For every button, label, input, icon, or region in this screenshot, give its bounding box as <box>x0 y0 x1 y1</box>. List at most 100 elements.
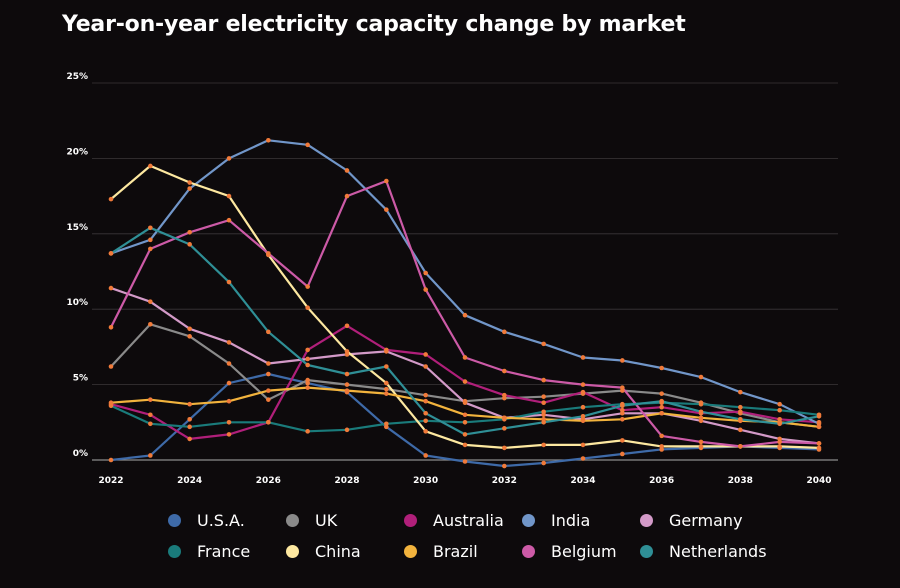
data-point <box>738 444 743 449</box>
data-point <box>659 444 664 449</box>
legend-label: Australia <box>433 510 504 530</box>
data-point <box>777 401 782 407</box>
data-point <box>580 355 586 360</box>
data-point <box>620 410 625 416</box>
data-point <box>423 418 428 424</box>
data-point <box>344 193 350 199</box>
x-tick-label: 2040 <box>806 476 831 486</box>
data-point <box>541 409 546 415</box>
data-point <box>384 364 389 369</box>
data-point <box>266 420 271 425</box>
data-point <box>266 329 271 335</box>
legend-marker <box>286 544 299 558</box>
data-point <box>187 416 192 422</box>
data-point <box>226 420 232 425</box>
data-point <box>541 377 546 383</box>
data-point <box>698 444 704 449</box>
data-point <box>226 361 232 366</box>
data-point <box>620 416 625 422</box>
data-point <box>580 442 586 448</box>
data-point <box>502 392 507 398</box>
data-point <box>423 392 428 398</box>
data-point <box>580 382 586 387</box>
data-point <box>502 415 507 421</box>
data-point <box>462 379 468 384</box>
data-point <box>423 364 428 369</box>
data-point <box>187 242 192 247</box>
data-point <box>541 420 546 425</box>
data-point <box>305 356 310 362</box>
data-point <box>266 388 271 393</box>
data-point <box>462 355 468 360</box>
data-point <box>462 412 468 418</box>
y-tick-label: 0% <box>73 449 88 459</box>
x-tick-label: 2032 <box>492 476 517 486</box>
data-point <box>816 445 822 451</box>
data-point <box>108 400 114 405</box>
data-point <box>384 421 389 427</box>
data-point <box>148 299 153 304</box>
data-point <box>462 459 468 464</box>
data-point <box>305 385 310 390</box>
data-point <box>226 340 232 345</box>
data-point <box>816 424 822 430</box>
data-point <box>148 421 153 427</box>
data-point <box>384 207 389 212</box>
data-point <box>384 391 389 396</box>
data-point <box>305 377 310 383</box>
data-point <box>698 439 704 445</box>
data-point <box>266 361 271 366</box>
data-point <box>462 442 468 448</box>
data-point <box>580 413 586 419</box>
data-point <box>384 178 389 184</box>
legend-marker <box>640 513 653 527</box>
data-point <box>462 420 468 425</box>
data-point <box>148 237 153 243</box>
data-point <box>148 453 153 458</box>
data-point <box>384 380 389 386</box>
data-point <box>226 217 232 223</box>
legend-label: India <box>551 510 591 530</box>
data-point <box>580 404 586 410</box>
data-point <box>344 371 350 377</box>
data-point <box>816 441 822 446</box>
x-tick-label: 2030 <box>413 476 438 486</box>
data-point <box>187 436 192 442</box>
chart-legend: U.S.A. UK Australia India Germany France China… <box>168 509 808 562</box>
data-point <box>187 229 192 235</box>
data-point <box>344 427 350 433</box>
data-point <box>423 352 428 357</box>
data-point <box>187 401 192 407</box>
data-point <box>226 279 232 285</box>
data-point <box>266 251 271 256</box>
data-point <box>659 410 664 416</box>
legend-item: India <box>522 509 640 531</box>
data-point <box>659 404 664 410</box>
data-point <box>659 398 664 404</box>
data-point <box>423 410 428 416</box>
data-point <box>541 442 546 448</box>
data-point <box>305 347 310 353</box>
data-point <box>344 323 350 329</box>
data-point <box>541 341 546 347</box>
legend-label: Germany <box>669 510 743 530</box>
legend-item: Brazil <box>404 540 522 562</box>
data-point <box>266 397 271 402</box>
data-point <box>502 329 507 335</box>
data-point <box>462 400 468 405</box>
data-point <box>777 444 782 449</box>
data-point <box>502 445 507 451</box>
y-tick-label: 10% <box>66 298 88 308</box>
data-point <box>226 380 232 386</box>
data-point <box>502 463 507 469</box>
legend-label: Belgium <box>551 541 617 561</box>
data-point <box>580 456 586 461</box>
y-tick-label: 25% <box>66 72 88 82</box>
data-point <box>266 138 271 143</box>
data-point <box>541 394 546 399</box>
legend-item: UK <box>286 509 404 531</box>
data-point <box>698 415 704 421</box>
legend-marker <box>404 544 417 558</box>
legend-label: Netherlands <box>669 541 767 561</box>
